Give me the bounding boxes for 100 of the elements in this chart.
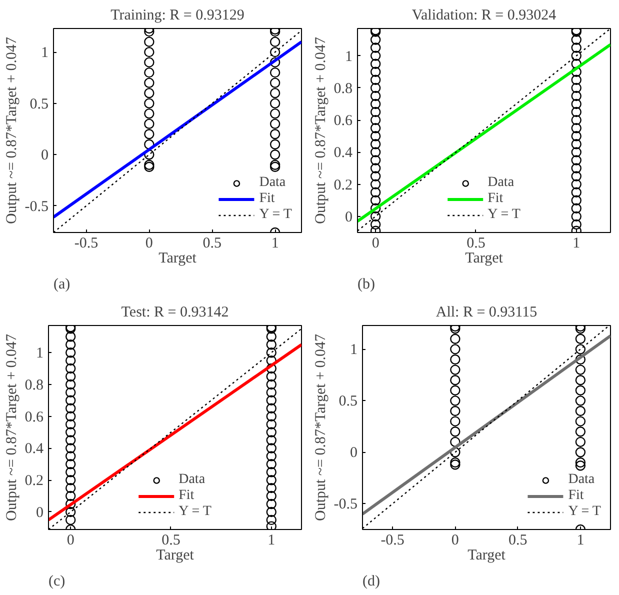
point [266,514,276,526]
point [266,435,276,446]
y-tick-label: 0 [36,504,44,521]
point [144,98,154,108]
legend-label: Y = T [178,504,212,520]
x-tick-label: 0 [372,236,380,252]
point [571,179,582,190]
chart-title: All: R = 0.93115 [436,304,538,320]
point [370,90,381,102]
point [370,219,381,230]
point [575,406,586,416]
point [65,332,76,342]
point [266,379,276,390]
point [65,340,76,350]
point [65,419,76,430]
x-tick-label: 0 [66,532,74,548]
point [270,57,280,68]
point [270,36,280,47]
y-tick-label: -0.5 [334,496,358,513]
point [65,371,76,382]
point [266,395,276,406]
point [266,340,276,350]
point [575,354,586,365]
point [65,387,76,398]
y-axis-title: Output ~= 0.87*Target + 0.047 [4,36,20,224]
y-tick-label: 0 [345,209,352,226]
x-tick-label: 1 [572,236,580,252]
y-tick-label: 0.2 [334,177,352,194]
point [65,427,76,438]
point [144,36,154,47]
point [370,42,381,53]
point [571,163,582,174]
legend-label: Fit [568,488,585,504]
point [571,131,582,142]
point [270,67,280,78]
point [575,375,586,386]
point [65,435,76,446]
legend-label: Y = T [488,207,520,223]
point [270,118,280,129]
y-tick-label: 0 [350,445,358,462]
point [370,114,381,126]
point [266,371,276,382]
point [575,344,586,354]
point [370,203,381,214]
x-axis-title: Target [465,250,504,266]
point [575,460,586,471]
x-axis-title: Target [468,548,506,564]
point [571,155,582,166]
point [65,498,76,510]
point [270,128,280,140]
y-tick-label: 1 [350,342,358,358]
point [571,123,582,134]
point [370,155,381,166]
point [450,344,460,354]
point [370,66,381,77]
x-tick-label: 0.5 [202,236,222,252]
point [575,426,586,437]
point [266,506,276,518]
chart-title: Validation: R = 0.93024 [412,8,557,24]
point [370,195,381,206]
point [144,67,154,78]
text: (b) [358,276,375,292]
point [266,387,276,398]
text: (a) [54,276,70,292]
point [571,74,582,85]
point [266,443,276,454]
point [65,451,76,462]
point [266,427,276,438]
point [65,482,76,494]
point [266,482,276,494]
point [266,363,276,374]
point [450,457,460,468]
point [65,395,76,406]
point [450,416,460,426]
x-tick-label: 0 [145,236,153,252]
text: (d) [362,574,380,590]
point [65,411,76,422]
point [266,498,276,510]
point [144,57,154,68]
y-axis-title: Output ~= 0.87*Target + 0.047 [312,333,329,522]
point [270,108,280,119]
point [370,74,381,85]
point [370,82,381,94]
y-tick-label: 0.4 [24,441,44,458]
legend-label: Fit [259,191,276,207]
x-axis-title: Target [156,548,195,564]
point [571,34,582,45]
x-tick-label: 1 [271,236,279,252]
point [571,139,582,150]
y-tick-label: 0.5 [338,394,358,410]
point [575,364,586,375]
legend-label: Y = T [568,504,601,520]
point [571,114,582,126]
point [144,128,154,140]
point [65,475,76,486]
x-tick-label: 0.5 [508,532,528,548]
point [65,403,76,414]
point [370,58,381,69]
point [370,187,381,198]
x-tick-label: -0.5 [74,236,98,252]
